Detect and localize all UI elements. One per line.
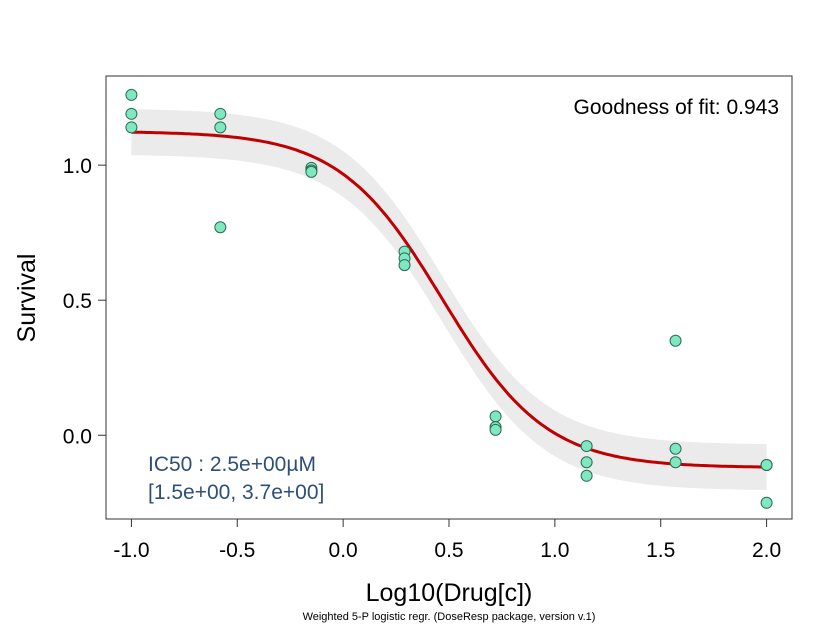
y-tick-label: 0.0 [63,425,92,448]
data-point [398,259,411,272]
x-tick-label: -0.5 [219,539,255,562]
data-point [125,107,138,120]
y-axis: 0.0 0.5 1.0 [63,155,107,448]
data-point [305,165,318,178]
data-point [669,442,682,455]
x-tick-label: -1.0 [113,539,149,562]
y-tick-label: 1.0 [63,155,92,178]
chart-caption: Weighted 5-P logistic regr. (DoseResp pa… [303,611,596,623]
ic50-confidence-interval: [1.5e+00, 3.7e+00] [148,481,324,504]
data-point [580,469,593,482]
data-point [125,88,138,101]
y-axis-title: Survival [13,254,41,343]
data-point [669,456,682,469]
fit-curve [131,130,767,469]
ic50-label: IC50 : 2.5e+00µM [148,453,316,476]
data-point [580,456,593,469]
confidence-band-area [131,109,767,490]
data-point [760,458,773,471]
x-tick-label: 0.0 [329,539,358,562]
data-point [214,107,227,120]
confidence-band [131,109,767,490]
x-axis: -1.0 -0.5 0.0 0.5 1.0 1.5 2.0 [113,518,781,562]
data-point [489,423,502,436]
goodness-of-fit-label: Goodness of fit: 0.943 [574,96,779,119]
y-tick-label: 0.5 [63,290,92,313]
data-point [580,440,593,453]
data-point [760,496,773,509]
x-tick-label: 1.5 [646,539,675,562]
x-tick-label: 2.0 [752,539,781,562]
x-tick-label: 1.0 [540,539,569,562]
x-tick-label: 0.5 [434,539,463,562]
data-point [214,221,227,234]
data-point [489,410,502,423]
x-axis-title: Log10(Drug[c]) [366,579,533,607]
data-point [669,334,682,347]
data-points [125,88,773,509]
data-point [125,121,138,134]
data-point [214,121,227,134]
fit-line [131,130,767,469]
